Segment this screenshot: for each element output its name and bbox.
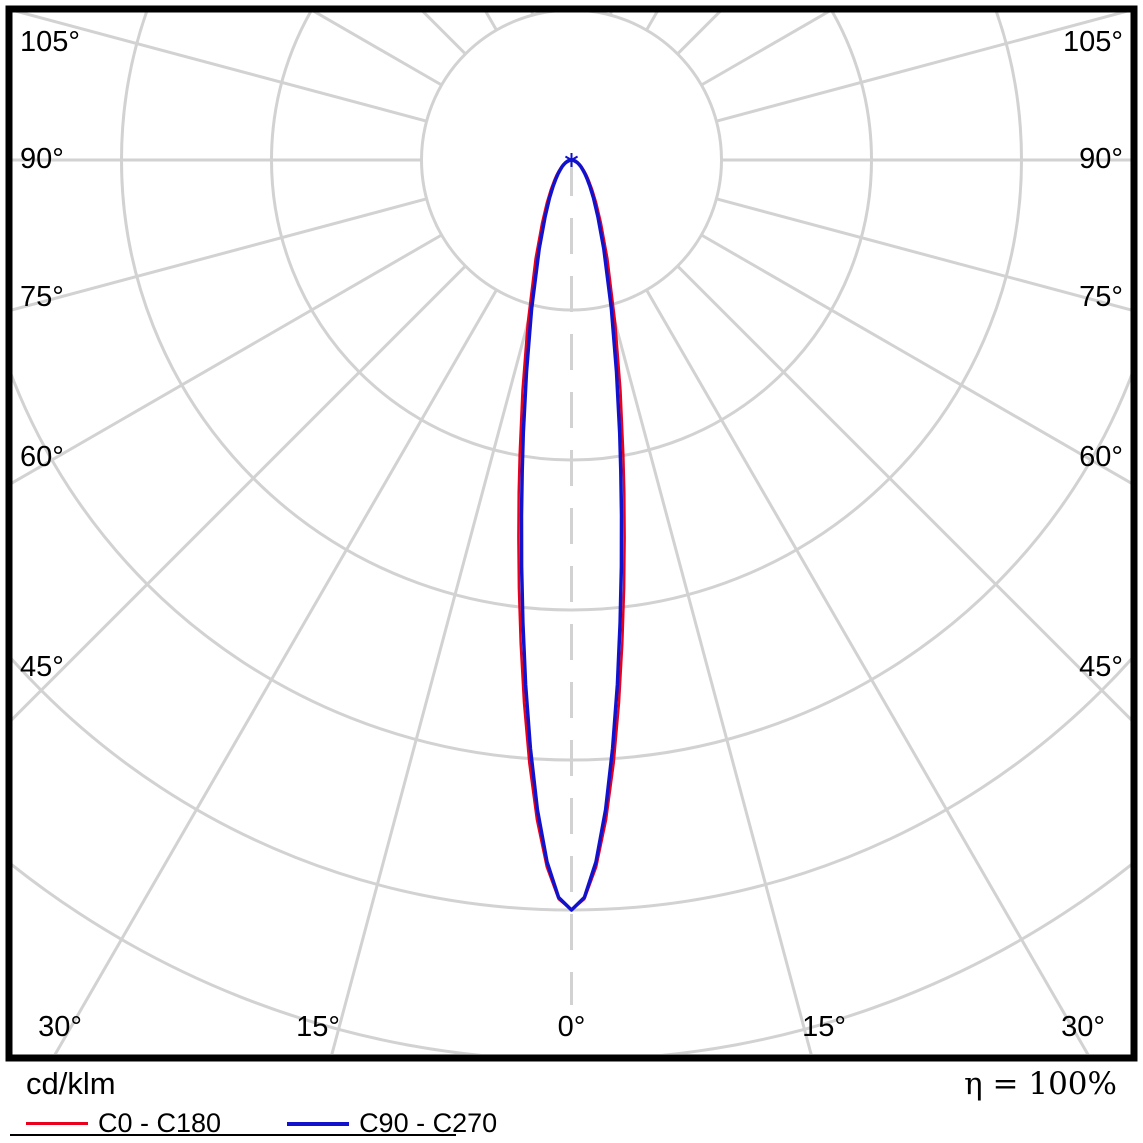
angle-label-left: 105° bbox=[20, 26, 80, 58]
angle-label-left: 60° bbox=[20, 441, 64, 473]
grid-radial-line bbox=[716, 197, 1131, 312]
legend-swatch-c90-line bbox=[287, 1121, 350, 1126]
grid-radial-line bbox=[645, 289, 1090, 1054]
grid-radial-line bbox=[53, 289, 498, 1054]
angle-label-right: 45° bbox=[1079, 651, 1123, 683]
footer-row: cd/klm η = 100% bbox=[0, 1063, 1143, 1102]
origin-marker bbox=[564, 153, 579, 167]
angle-label-left: 45° bbox=[20, 651, 64, 683]
footer: cd/klm η = 100% C0 - C180 C90 - C270 bbox=[0, 1063, 1143, 1143]
grid-radial-line bbox=[12, 265, 467, 722]
grid-radial-line bbox=[676, 265, 1131, 722]
angle-label-bottom: 15° bbox=[802, 1011, 846, 1043]
grid-radial-line bbox=[716, 12, 1130, 123]
angle-label-bottom: 15° bbox=[296, 1011, 340, 1043]
angle-label-right: 60° bbox=[1079, 441, 1123, 473]
angle-label-right: 90° bbox=[1079, 143, 1123, 175]
polar-diagram: 105° 105° 90° 90° 75° 75° 60° 60° 45° 45° 30° 15° 0°… bbox=[5, 5, 1138, 1062]
grid-radial-line bbox=[330, 304, 535, 1054]
legend-label-c90: C90 - C270 bbox=[359, 1108, 498, 1138]
grid-radial-line bbox=[700, 233, 1131, 485]
legend-label-c0: C0 - C180 bbox=[98, 1108, 222, 1138]
legend-item-c0-c180: C0 - C180 bbox=[26, 1108, 221, 1139]
legend: C0 - C180 C90 - C270 bbox=[26, 1108, 563, 1139]
grid-radial-line bbox=[13, 12, 427, 123]
angle-label-right: 105° bbox=[1063, 26, 1123, 58]
grid-radial-line bbox=[608, 304, 813, 1054]
angle-label-bottom: 0° bbox=[558, 1011, 586, 1043]
angle-label-bottom: 30° bbox=[38, 1011, 82, 1043]
angle-label-bottom: 30° bbox=[1061, 1011, 1105, 1043]
polar-grid bbox=[12, 12, 1131, 1054]
curve-c90-c270 bbox=[519, 158, 624, 912]
legend-swatch-c0-line bbox=[26, 1122, 88, 1125]
legend-item-c90-c270: C90 - C270 bbox=[287, 1108, 497, 1139]
angle-label-right: 75° bbox=[1079, 281, 1123, 313]
legend-underline bbox=[10, 1134, 456, 1136]
grid-radial-line bbox=[12, 197, 427, 312]
efficiency-label: η = 100% bbox=[964, 1066, 1117, 1102]
unit-label: cd/klm bbox=[26, 1066, 116, 1101]
angle-label-left: 90° bbox=[20, 143, 64, 175]
grid-radial-line bbox=[12, 233, 443, 485]
plot-frame bbox=[5, 5, 1138, 1062]
angle-label-left: 75° bbox=[20, 281, 64, 313]
